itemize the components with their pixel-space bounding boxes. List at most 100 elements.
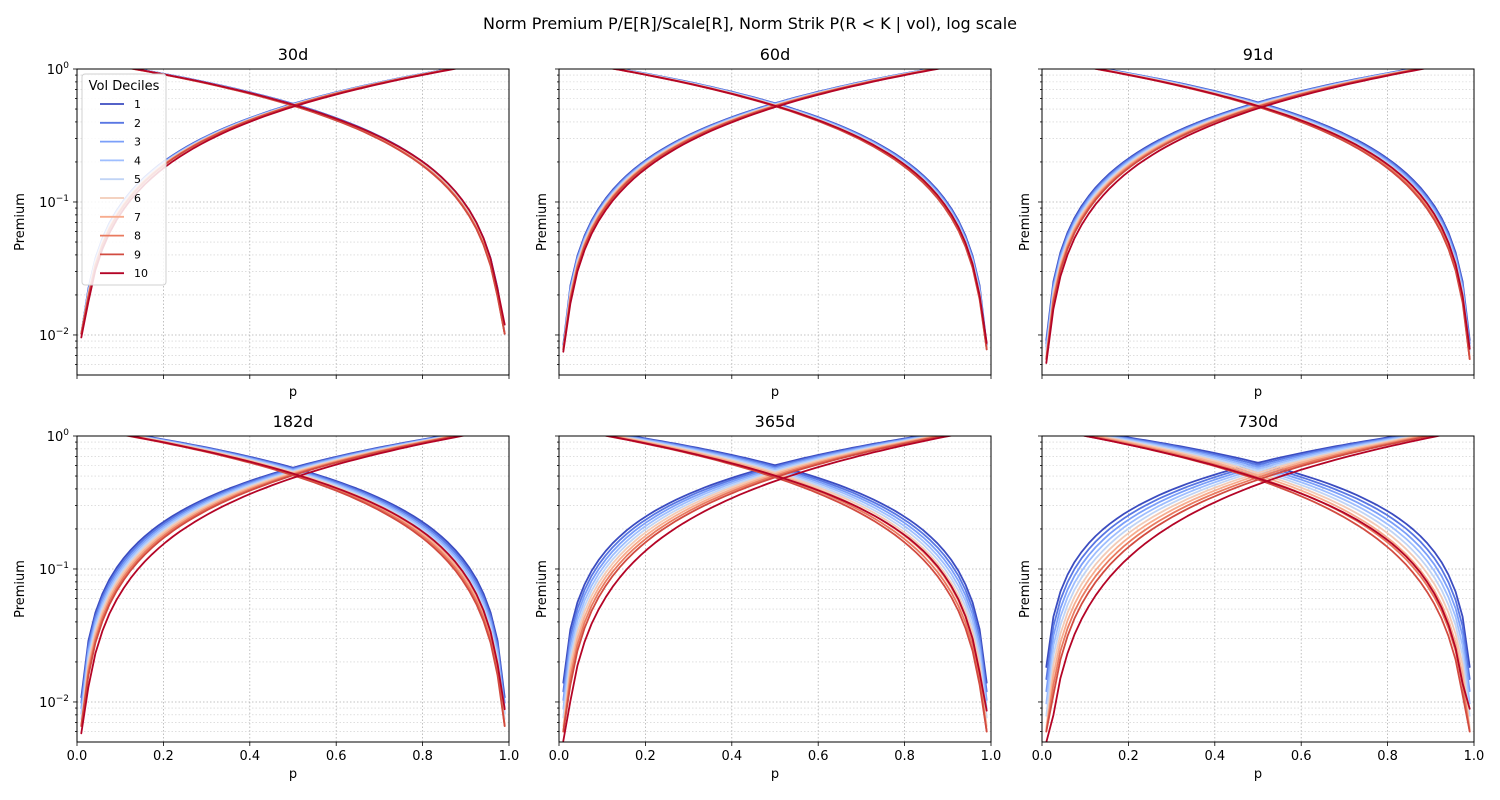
y-tick-label: 100 <box>47 428 70 445</box>
legend-label-9: 9 <box>134 248 141 261</box>
series-line-decile-2-falling <box>1108 436 1471 680</box>
chart-panel-91d: 91d p Premium <box>1018 45 1475 400</box>
x-tick-label: 0.0 <box>549 749 570 764</box>
y-tick-label: 10−2 <box>39 327 69 344</box>
series-line-decile-3-falling <box>134 436 506 710</box>
x-tick-label: 0.2 <box>153 749 174 764</box>
chart-panel-182d: 0.0 0.2 0.4 0.6 0.8 1.0 100 10−1 10−2 182d p Premiu… <box>13 412 519 782</box>
x-tick-label: 0.6 <box>1291 749 1312 764</box>
x-tick-label: 0.4 <box>1204 749 1225 764</box>
series-line-decile-5-falling <box>613 436 988 719</box>
axes-frame <box>558 435 992 743</box>
y-tick-label: 10−1 <box>39 194 69 211</box>
series-line-decile-4-falling <box>616 436 988 710</box>
y-tick-label: 10−2 <box>39 694 69 711</box>
x-axis-label: p <box>771 385 779 400</box>
x-axis-label: p <box>771 767 779 782</box>
x-tick-label: 0.2 <box>635 749 656 764</box>
y-axis-label: Premium <box>535 193 550 251</box>
series-line-decile-1-falling <box>1112 436 1471 668</box>
x-tick-label: 0.8 <box>894 749 915 764</box>
axes-frame <box>558 68 992 376</box>
series-group <box>562 436 988 742</box>
x-axis-label: p <box>1254 385 1262 400</box>
panels: 100 10−1 10−2 30d p Premium Vol Deciles 1 2 3 4 5 6 7… <box>13 45 1484 782</box>
series-line-decile-10-rising <box>562 69 943 353</box>
panel-title: 365d <box>755 412 796 431</box>
chart-panel-60d: 60d p Premium <box>535 45 992 400</box>
series-line-decile-5-falling <box>1095 69 1471 355</box>
series-line-decile-2-falling <box>135 436 506 704</box>
series-line-decile-5-falling <box>1096 436 1471 717</box>
x-tick-label: 0.6 <box>808 749 829 764</box>
series-line-decile-5-falling <box>130 436 506 720</box>
series-line-decile-7-falling <box>1093 69 1471 360</box>
series-line-decile-10-falling <box>129 69 506 326</box>
series-line-decile-6-falling <box>610 436 988 728</box>
series-group <box>562 69 988 353</box>
series-line-decile-10-falling <box>609 69 988 344</box>
axes-frame <box>76 68 510 376</box>
x-axis-label: p <box>289 385 297 400</box>
series-group <box>1045 69 1471 364</box>
y-tick-label: 100 <box>47 61 70 78</box>
series-line-decile-7-falling <box>1089 436 1471 733</box>
figure-title: Norm Premium P/E[R]/Scale[R], Norm Strik… <box>483 14 1017 33</box>
series-line-decile-1-falling <box>1099 69 1471 342</box>
axes-frame <box>76 435 510 743</box>
chart-panel-365d: 0.0 0.2 0.4 0.6 0.8 1.0 365d p Premium <box>535 412 1001 782</box>
legend-label-7: 7 <box>134 211 141 224</box>
x-axis-label: p <box>289 767 297 782</box>
series-group <box>1045 436 1471 742</box>
x-tick-label: 1.0 <box>981 749 1002 764</box>
y-axis-label: Premium <box>1018 193 1033 251</box>
legend-label-4: 4 <box>134 154 141 167</box>
x-axis-label: p <box>1254 767 1262 782</box>
x-tick-label: 0.8 <box>412 749 433 764</box>
series-line-decile-3-falling <box>613 69 988 351</box>
legend-label-5: 5 <box>134 173 141 186</box>
series-line-decile-9-falling <box>1081 436 1471 733</box>
panel-title: 60d <box>760 45 791 64</box>
chart-panel-730d: 0.0 0.2 0.4 0.6 0.8 1.0 730d p Premium <box>1018 412 1484 782</box>
x-tick-label: 1.0 <box>1464 749 1485 764</box>
series-group <box>80 436 506 735</box>
x-tick-label: 0.0 <box>67 749 88 764</box>
series-line-decile-10-rising <box>1045 436 1443 742</box>
legend-label-10: 10 <box>134 267 148 280</box>
panel-title: 730d <box>1238 412 1279 431</box>
series-line-decile-3-falling <box>1097 69 1471 348</box>
series-line-decile-4-falling <box>613 69 988 351</box>
series-line-decile-1-falling <box>614 69 988 346</box>
axes-frame <box>1041 435 1475 743</box>
legend-label-6: 6 <box>134 192 141 205</box>
x-tick-label: 1.0 <box>499 749 520 764</box>
panel-title: 91d <box>1243 45 1274 64</box>
x-tick-label: 0.0 <box>1032 749 1053 764</box>
x-tick-label: 0.6 <box>326 749 347 764</box>
series-line-decile-10-falling <box>1080 436 1471 710</box>
legend: Vol Deciles 1 2 3 4 5 6 7 8 9 10 <box>81 73 167 286</box>
y-axis-label: Premium <box>13 193 28 251</box>
panel-title: 182d <box>273 412 314 431</box>
y-axis-label: Premium <box>13 560 28 618</box>
series-line-decile-10-rising <box>1045 69 1428 364</box>
series-line-decile-10-falling <box>1092 69 1471 350</box>
chart-panel-30d: 100 10−1 10−2 30d p Premium Vol Deciles 1 2 3 4 5 6 7… <box>13 45 510 400</box>
series-line-decile-10-falling <box>602 436 988 712</box>
series-line-decile-4-falling <box>1096 69 1471 351</box>
legend-title: Vol Deciles <box>89 79 160 94</box>
y-tick-label: 10−1 <box>39 561 69 578</box>
legend-label-2: 2 <box>134 117 141 130</box>
panel-title: 30d <box>278 45 309 64</box>
series-line-decile-3-falling <box>619 436 988 701</box>
x-tick-label: 0.2 <box>1118 749 1139 764</box>
y-axis-label: Premium <box>1018 560 1033 618</box>
legend-label-1: 1 <box>134 98 141 111</box>
series-line-decile-10-rising <box>562 436 955 742</box>
series-line-decile-10-falling <box>125 436 506 711</box>
series-line-decile-9-rising <box>1045 436 1435 733</box>
legend-label-8: 8 <box>134 230 141 243</box>
x-tick-label: 0.4 <box>721 749 742 764</box>
